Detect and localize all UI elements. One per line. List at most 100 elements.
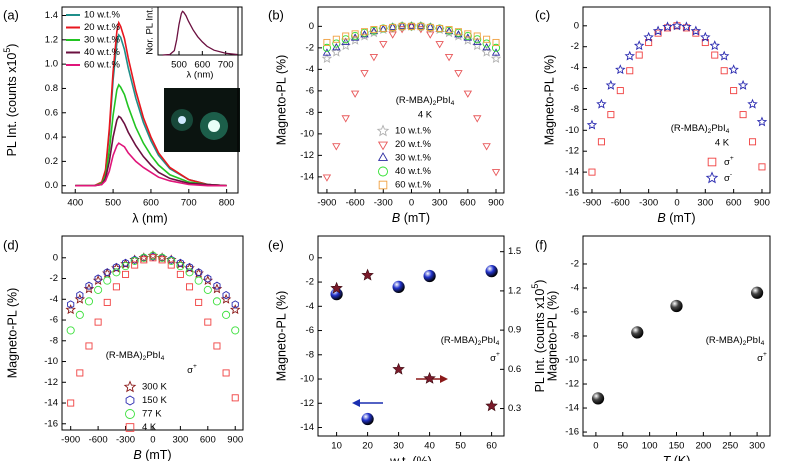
marker (454, 28, 463, 37)
y-tick-label: -4 (50, 294, 58, 305)
text-part: + (763, 351, 767, 358)
text-part: PbI (481, 335, 495, 346)
legend-marker (125, 423, 135, 432)
text-part: PbI (746, 335, 760, 346)
marker (654, 29, 662, 37)
marker (473, 37, 482, 45)
marker (195, 298, 203, 306)
annotation: (R-MBA)2PbI4 (396, 95, 455, 108)
x-tick-label: 500 (171, 60, 187, 71)
x-tick-label: -900 (61, 435, 80, 446)
text-part: (R-MBA) (706, 335, 743, 346)
text-part: 2 (743, 340, 747, 347)
marker (709, 40, 720, 51)
text-part: σ (187, 365, 193, 376)
marker (66, 326, 75, 335)
marker (204, 274, 212, 283)
marker (94, 318, 102, 326)
marker (231, 300, 239, 309)
y-tick-label: 0.0 (45, 180, 58, 191)
marker (473, 115, 482, 123)
y-tick-label: -6 (571, 307, 579, 318)
y2-tick-label: 1.5 (508, 246, 521, 257)
x-axis-label: T (K) (663, 454, 691, 461)
y-tick-label: 0.6 (45, 107, 58, 118)
marker (749, 138, 757, 146)
marker (397, 21, 407, 29)
x-tick-label: -300 (116, 435, 135, 446)
x-tick-label: 0 (674, 198, 679, 209)
marker (75, 310, 84, 319)
panel-label: (c) (535, 7, 550, 22)
marker (426, 23, 435, 32)
y-axis-label: PL Int. (counts x105) (2, 44, 19, 157)
marker (671, 20, 683, 31)
legend-label: 20 w.t.% (395, 139, 431, 150)
marker (139, 253, 148, 262)
x-axis-label: B (mT) (657, 211, 695, 225)
marker (631, 326, 644, 339)
marker (76, 291, 84, 300)
marker (65, 304, 76, 315)
marker (194, 276, 203, 285)
arrows (352, 375, 448, 407)
text-part: 4 (161, 355, 165, 362)
x-tick-label: 900 (754, 198, 770, 209)
legend-marker (707, 157, 717, 167)
x-axis-label: B (mT) (133, 448, 171, 461)
x-tick-label: -600 (611, 198, 630, 209)
marker (360, 28, 369, 36)
text-part: (R-MBA) (441, 335, 478, 346)
marker (398, 22, 407, 31)
marker (213, 281, 221, 290)
marker (730, 87, 738, 95)
y-tick-label: -6 (571, 83, 579, 94)
marker (615, 64, 626, 75)
legend-label: 77 K (142, 409, 162, 420)
legend-label: 20 w.t.% (84, 22, 120, 33)
marker (720, 67, 728, 75)
y-axis-label: Magneto-PL (%) (545, 291, 559, 382)
marker (140, 256, 148, 264)
marker (322, 174, 332, 182)
marker (112, 268, 121, 277)
x-tick-label: 0 (593, 441, 598, 452)
text-part: B (133, 448, 141, 461)
x-tick-label: 500 (105, 198, 121, 209)
x-tick-label: 300 (749, 441, 765, 452)
marker (423, 269, 436, 283)
y-tick-label: 0.2 (45, 156, 58, 167)
y-tick-label: -10 (300, 374, 314, 385)
marker (586, 119, 598, 130)
y-axis-label: Magneto-PL (%) (542, 55, 556, 146)
photo-spot (178, 116, 186, 124)
marker (426, 22, 435, 30)
annotation: σ+ (187, 363, 197, 375)
text-part: 2 (143, 355, 147, 362)
marker (388, 23, 397, 32)
text-part: (mT) (400, 211, 430, 225)
marker (94, 274, 102, 283)
marker (407, 22, 415, 30)
marker (758, 163, 766, 171)
annotation: 4 K (715, 138, 730, 149)
text-part: ) (533, 280, 547, 284)
annotation: σ+ (757, 351, 767, 363)
legend-label: 40 w.t.% (395, 166, 431, 177)
text-part: σ (724, 157, 730, 168)
marker (158, 253, 167, 262)
y-tick-label: -14 (565, 167, 579, 178)
marker (341, 115, 350, 123)
x-tick-label: 150 (669, 441, 685, 452)
marker (103, 276, 112, 285)
y2-tick-label: 0.3 (508, 403, 521, 414)
marker (407, 23, 416, 32)
y-tick-label: 0 (53, 252, 58, 263)
y-tick-label: 0 (574, 20, 579, 31)
x-tick-label: 30 (393, 441, 404, 452)
marker (416, 22, 425, 31)
x-tick-label: 60 (486, 441, 497, 452)
marker (67, 399, 75, 407)
marker (633, 40, 645, 51)
y2-tick-label: 1.2 (508, 285, 521, 296)
